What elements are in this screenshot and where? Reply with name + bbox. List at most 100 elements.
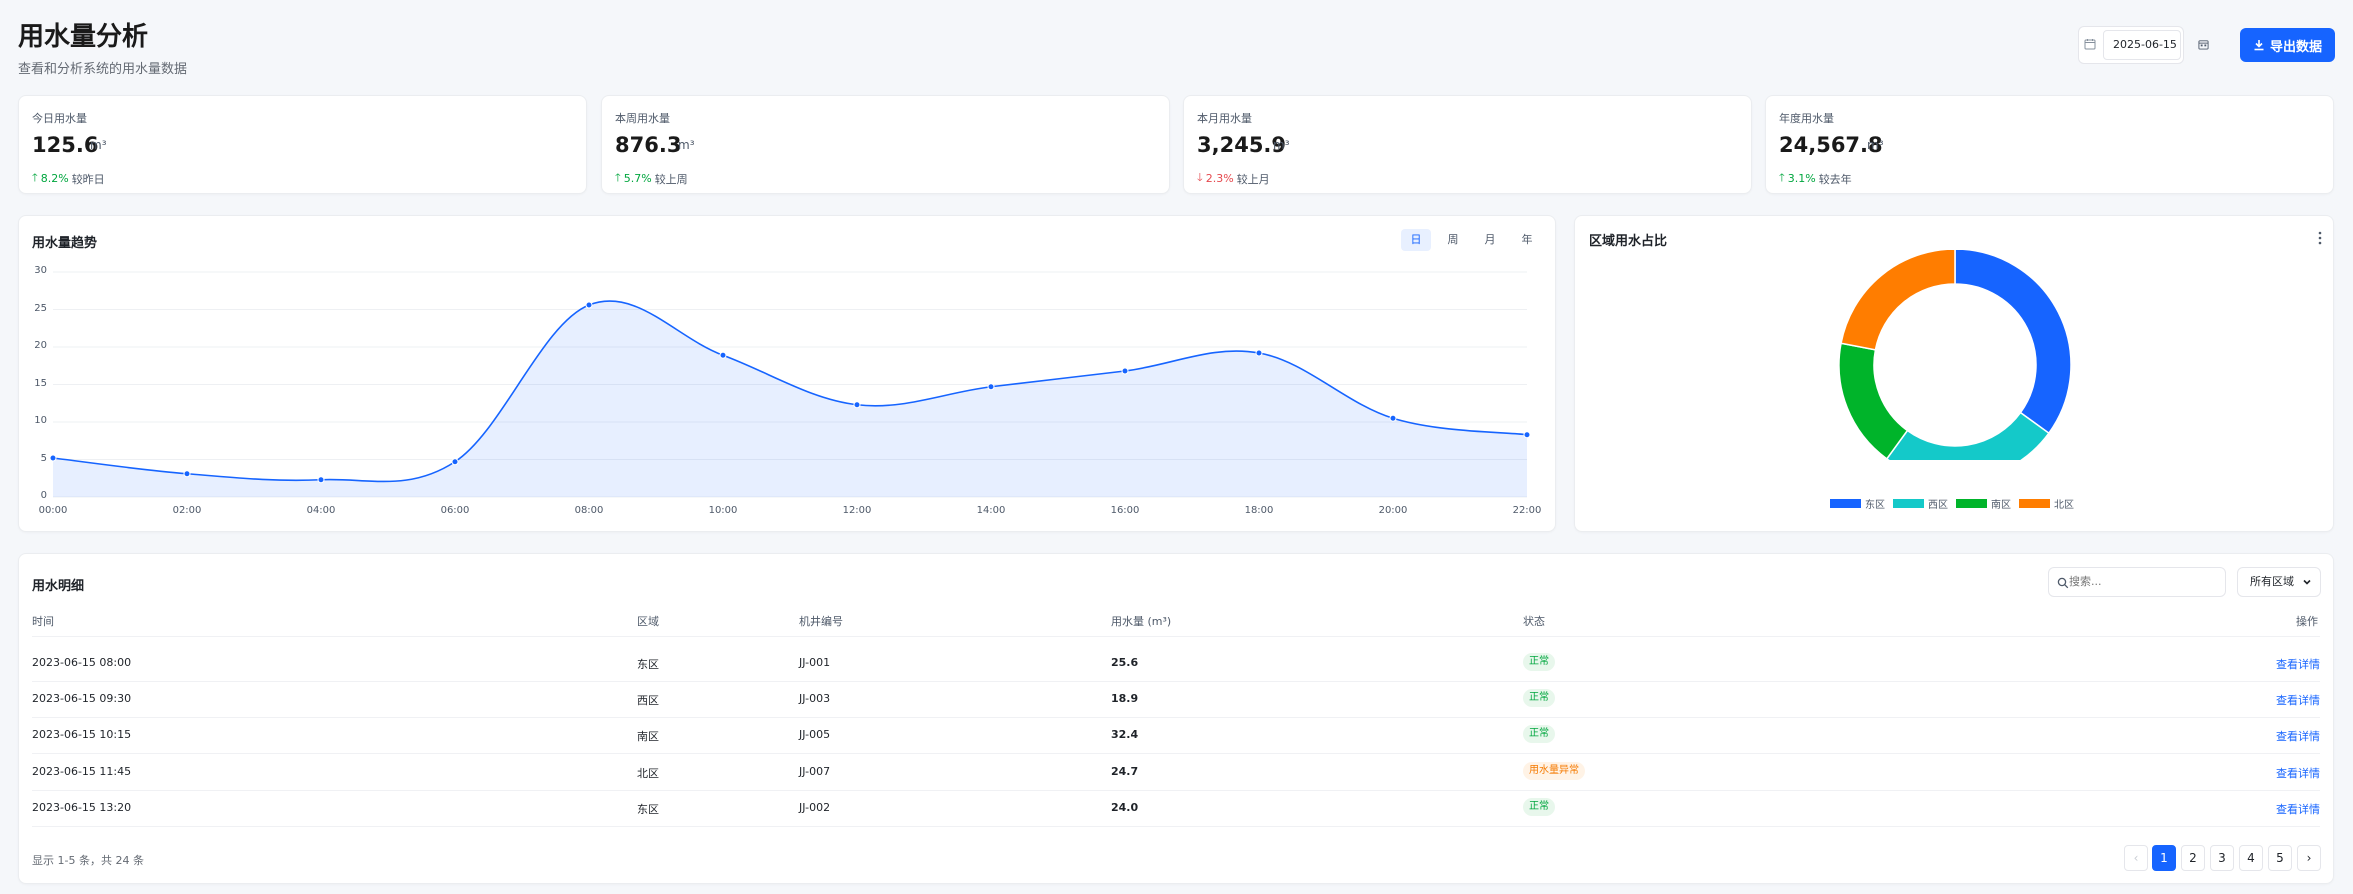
tab-week[interactable]: 周 <box>1447 233 1459 246</box>
status-badge: 正常 <box>1523 798 1555 816</box>
cell-time: 2023-06-15 09:30 <box>32 692 132 705</box>
page-button-2[interactable]: 2 <box>2181 845 2205 871</box>
arrow-down-icon: 🡓 <box>1197 171 1203 184</box>
export-label: 导出数据 <box>2269 39 2322 55</box>
page-button-5[interactable]: 5 <box>2268 845 2292 871</box>
view-details-link[interactable]: 查看详情 <box>2276 694 2320 707</box>
cell-time: 2023-06-15 08:00 <box>32 656 132 669</box>
cell-time: 2023-06-15 10:15 <box>32 728 132 741</box>
stat-card-year: 年度用水量 24,567.8 m³ 🡑 3.1% 较去年 <box>1765 95 2334 194</box>
data-point[interactable] <box>451 458 459 466</box>
cell-usage: 25.6 <box>1111 656 1139 669</box>
search-icon <box>2057 577 2069 589</box>
status-badge: 正常 <box>1523 653 1555 671</box>
download-icon <box>2254 40 2264 51</box>
stat-trend: 🡑 8.2% 较昨日 <box>32 169 105 188</box>
data-point[interactable] <box>585 301 593 309</box>
tab-day[interactable]: 日 <box>1401 229 1431 251</box>
x-tick-label: 10:00 <box>708 505 738 516</box>
page-button-1[interactable]: 1 <box>2152 845 2176 871</box>
region-doughnut-chart <box>1838 250 2072 460</box>
page-button-4[interactable]: 4 <box>2239 845 2263 871</box>
legend-label: 东区 <box>1865 500 1885 511</box>
data-point[interactable] <box>1121 367 1129 375</box>
col-header-status: 状态 <box>1523 615 1545 628</box>
x-tick-label: 22:00 <box>1512 505 1542 516</box>
legend-item[interactable]: 北区 <box>2019 496 2074 511</box>
stat-value: 876.3 <box>615 133 682 157</box>
x-tick-label: 12:00 <box>842 505 872 516</box>
legend-label: 南区 <box>1991 500 2011 511</box>
legend-item[interactable]: 东区 <box>1830 496 1885 511</box>
cell-time: 2023-06-15 11:45 <box>32 765 132 778</box>
x-tick-label: 04:00 <box>306 505 336 516</box>
x-tick-label: 14:00 <box>976 505 1006 516</box>
data-point[interactable] <box>1523 431 1531 439</box>
cell-usage: 24.7 <box>1111 765 1139 778</box>
stat-change: 8.2% <box>40 172 69 185</box>
region-legend: 东区 西区 南区 北区 <box>1830 496 2074 511</box>
data-point[interactable] <box>1255 349 1263 357</box>
legend-item[interactable]: 西区 <box>1893 496 1948 511</box>
region-filter-select[interactable]: 所有区域 <box>2237 567 2321 597</box>
search-field[interactable] <box>2048 567 2226 597</box>
doughnut-slice[interactable] <box>1954 250 2072 435</box>
doughnut-slice[interactable] <box>1838 342 1909 460</box>
page-prev-button[interactable]: ‹ <box>2124 845 2148 871</box>
stat-unit: m³ <box>1867 138 1884 152</box>
doughnut-slice[interactable] <box>1885 411 2050 460</box>
detail-table-panel <box>18 553 2334 884</box>
legend-swatch <box>2019 499 2050 508</box>
export-button[interactable]: 导出数据 <box>2240 28 2335 62</box>
x-tick-label: 16:00 <box>1110 505 1140 516</box>
cell-well-id: JJ-007 <box>799 765 831 778</box>
x-tick-label: 08:00 <box>574 505 604 516</box>
stat-label: 年度用水量 <box>1779 112 1834 125</box>
tab-year[interactable]: 年 <box>1521 233 1533 246</box>
stat-compare: 较昨日 <box>71 172 105 186</box>
status-badge: 正常 <box>1523 689 1555 707</box>
row-divider <box>32 717 2320 718</box>
more-vertical-icon[interactable] <box>2318 231 2322 245</box>
legend-item[interactable]: 南区 <box>1956 496 2011 511</box>
x-tick-label: 02:00 <box>172 505 202 516</box>
data-point[interactable] <box>987 383 995 391</box>
date-input[interactable]: 2025-06-15 <box>2103 30 2181 60</box>
data-point[interactable] <box>719 351 727 359</box>
tab-month[interactable]: 月 <box>1484 233 1496 246</box>
view-details-link[interactable]: 查看详情 <box>2276 730 2320 743</box>
y-tick-label: 5 <box>40 452 47 464</box>
data-point[interactable] <box>317 476 325 484</box>
doughnut-slice[interactable] <box>1840 250 1956 351</box>
arrow-up-icon: 🡑 <box>1779 171 1785 184</box>
row-divider <box>32 790 2320 791</box>
cell-usage: 18.9 <box>1111 692 1139 705</box>
data-point[interactable] <box>49 454 57 462</box>
stat-trend: 🡑 5.7% 较上周 <box>615 169 688 188</box>
y-tick-label: 25 <box>34 302 47 314</box>
cell-well-id: JJ-003 <box>799 692 831 705</box>
cell-well-id: JJ-002 <box>799 801 831 814</box>
cell-region: 南区 <box>637 730 659 743</box>
col-header-usage: 用水量 (m³) <box>1111 615 1172 628</box>
stat-unit: m³ <box>678 138 695 152</box>
view-details-link[interactable]: 查看详情 <box>2276 658 2320 671</box>
page-subtitle: 查看和分析系统的用水量数据 <box>18 62 188 77</box>
stat-compare: 较上周 <box>654 172 688 186</box>
stat-change: 3.1% <box>1787 172 1816 185</box>
calendar-picker-icon[interactable] <box>2198 39 2209 50</box>
row-divider <box>32 753 2320 754</box>
data-point[interactable] <box>853 401 861 409</box>
page-next-button[interactable]: › <box>2297 845 2321 871</box>
search-input[interactable] <box>2069 575 2219 588</box>
view-details-link[interactable]: 查看详情 <box>2276 803 2320 816</box>
stat-compare: 较上月 <box>1236 172 1270 186</box>
data-point[interactable] <box>1389 414 1397 422</box>
col-header-action: 操作 <box>2296 615 2318 628</box>
data-point[interactable] <box>183 470 191 478</box>
view-details-link[interactable]: 查看详情 <box>2276 767 2320 780</box>
stat-compare: 较去年 <box>1818 172 1852 186</box>
cell-usage: 24.0 <box>1111 801 1139 814</box>
page-button-3[interactable]: 3 <box>2210 845 2234 871</box>
